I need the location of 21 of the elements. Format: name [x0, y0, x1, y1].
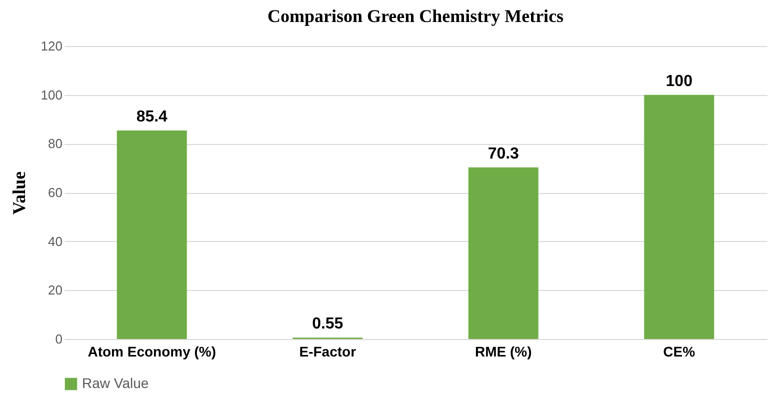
data-label: 0.55: [312, 316, 344, 333]
x-tick-label: RME (%): [474, 344, 532, 360]
y-tick-label: 100: [40, 87, 62, 102]
bar: [644, 94, 714, 339]
bar: [116, 130, 187, 339]
data-label: 70.3: [488, 145, 520, 162]
data-label: 100: [666, 72, 693, 90]
x-tick-label: E-Factor: [299, 344, 357, 360]
y-tick-label: 20: [48, 282, 62, 298]
y-tick-label: 80: [48, 136, 62, 152]
data-label: 85.4: [136, 108, 168, 126]
y-axis-title: Value: [8, 171, 29, 215]
y-tick-label: 60: [48, 185, 62, 200]
y-tick-label: 40: [48, 234, 62, 249]
bar: [468, 167, 538, 339]
x-tick-label: CE%: [663, 344, 696, 360]
legend-label: Raw Value: [82, 375, 149, 391]
y-tick-label: 0: [55, 332, 62, 346]
x-tick-label: Atom Economy (%): [88, 344, 216, 360]
y-tick-label: 120: [40, 38, 62, 54]
chart-title: Comparison Green Chemistry Metrics: [267, 6, 564, 26]
